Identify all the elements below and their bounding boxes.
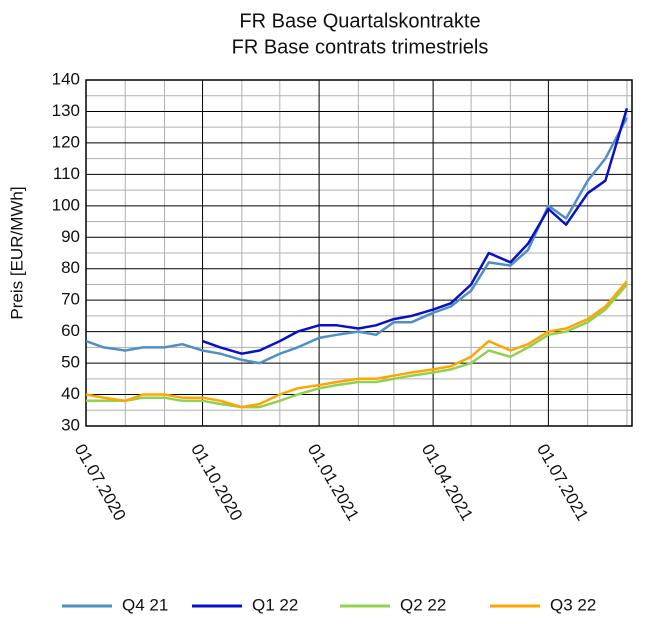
y-tick-label: 110 [53,164,80,183]
legend-label: Q2 22 [400,595,446,614]
y-tick-label: 140 [52,69,80,88]
series-line [86,283,628,409]
y-tick-label: 30 [61,415,80,434]
x-tick-label: 01.07.2020 [71,441,130,524]
y-tick-label: 50 [61,353,80,372]
series-line [202,107,629,355]
y-tick-label: 130 [52,101,80,120]
y-tick-label: 100 [52,195,80,214]
y-tick-label: 90 [61,227,80,246]
y-tick-label: 60 [61,321,80,340]
series-line [85,280,628,409]
x-tick-label: 01.07.2021 [533,441,592,524]
x-tick-label: 01.04.2021 [418,441,477,524]
legend-label: Q4 21 [122,595,168,614]
x-tick-label: 01.01.2021 [304,441,363,524]
y-tick-label: 40 [61,384,80,403]
y-tick-label: 120 [52,132,80,151]
plot-frame [85,79,633,427]
y-axis-label: Preis [EUR/MWh] [7,186,26,319]
chart-title: FR Base Quartalskontrakte [239,10,480,32]
y-tick-label: 80 [61,258,80,277]
legend-label: Q1 22 [252,595,298,614]
y-tick-label: 70 [61,290,80,309]
series-line [85,117,629,365]
legend-label: Q3 22 [550,595,596,614]
x-tick-label: 01.10.2020 [187,441,246,524]
chart-subtitle: FR Base contrats trimestriels [232,36,489,58]
